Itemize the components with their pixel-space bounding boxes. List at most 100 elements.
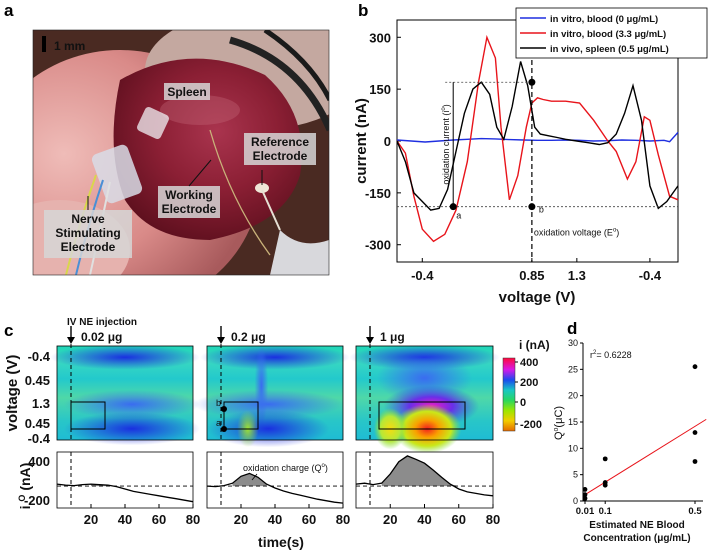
scatter-point [602, 456, 608, 462]
trace-0: 20 40 60 80 [56, 451, 200, 527]
trace-1: 20 40 60 80 [206, 451, 350, 527]
iv-injection-label: IV NE injection [67, 317, 137, 328]
label-nerve-stimulating-electrode: Nerve Stimulating Electrode [44, 196, 132, 258]
scatter-point [692, 430, 698, 435]
r-squared-label: r2= 0.6228 [590, 350, 632, 360]
trace-x-tick-label: 40 [417, 512, 431, 527]
integration-window-box [378, 401, 466, 430]
colorbar-tick-label: 0 [520, 397, 526, 409]
oxidation-charge-text: oxidation charge (Q [243, 463, 322, 473]
trace-x-tick-label: 20 [84, 512, 98, 527]
scale-bar-label: 1 mm [54, 39, 85, 53]
scatter-x-axis-label-line2: Concentration (μg/mL) [583, 533, 690, 544]
point-b [528, 203, 536, 211]
trace-line [206, 472, 344, 504]
trace-x-tick-label: 60 [302, 512, 316, 527]
heatmap-point-b [221, 406, 227, 412]
scatter-point [692, 459, 698, 464]
scatter-y-tick-label: 0 [573, 496, 578, 506]
oxidation-voltage-label: oxidation voltage (Eo) [534, 228, 619, 238]
svg-text:Nerve: Nerve [71, 212, 105, 226]
trace-x-axis-label: time(s) [258, 534, 304, 550]
oxidation-current-sup: o [441, 107, 447, 111]
svg-text:Working: Working [165, 188, 213, 202]
working-electrode-wire [209, 129, 271, 256]
label-spleen: Spleen [164, 83, 210, 100]
heatmap-point-a [221, 426, 227, 432]
trace-y-axis-label: i O (nA) [17, 463, 33, 510]
svg-text:Electrode: Electrode [61, 240, 116, 254]
x-tick-label: 0.85 [519, 268, 544, 283]
trace-x-tick-label: 60 [152, 512, 166, 527]
heatmap-y-tick-label: -0.4 [28, 349, 51, 364]
colorbar-title: i (nA) [519, 338, 550, 352]
down-arrow-icon [366, 337, 374, 344]
scatter-y-axis-symbol: Q [553, 431, 565, 440]
down-arrow-icon [217, 337, 225, 344]
heatmap-blob [50, 344, 200, 370]
colorbar-tick-label: 400 [520, 357, 538, 369]
series-line-2 [396, 61, 679, 211]
colorbar: i (nA) 400 200 0 -200 [502, 338, 550, 432]
heatmap-blob [63, 412, 200, 446]
cyclic-voltammogram-chart: 300 150 0 -150 -300 -0.4 0.85 1.3 -0.4 a b oxidat… [353, 7, 708, 306]
heatmap-y-tick-label: -0.4 [28, 431, 51, 446]
heatmap-blob [63, 389, 200, 419]
oxidation-voltage-text: oxidation voltage (E [534, 228, 613, 238]
scatter-y-tick-label: 5 [573, 470, 578, 480]
scatter-y-axis-superscript: o [553, 427, 560, 431]
heatmap-2 [349, 344, 500, 454]
trace-y-axis-superscript: O [17, 495, 27, 502]
scatter-x-tick-label: 0.1 [599, 506, 613, 517]
r-squared-symbol: r [590, 350, 593, 360]
heatmap-0 [50, 344, 200, 446]
oxidation-charge-area [381, 455, 468, 487]
trace-x-tick-label: 80 [186, 512, 200, 527]
series-line-0 [396, 131, 679, 143]
peak-point [528, 78, 536, 86]
scatter-y-tick-label: 25 [568, 364, 578, 374]
dose-label-1: 0.2 μg [231, 330, 266, 344]
heatmap-y-tick-label: 0.45 [25, 416, 50, 431]
panel-label-d: d [567, 319, 577, 338]
scatter-point [582, 487, 588, 492]
scatter-y-tick-label: 10 [568, 443, 578, 453]
integration-window-box [223, 401, 259, 430]
legend-entry-0: in vitro, blood (0 μg/mL) [550, 14, 658, 25]
trace-x-tick-label: 40 [118, 512, 132, 527]
dose-label-2: 1 μg [380, 330, 405, 344]
trace-2: 20 40 60 80 [355, 451, 500, 527]
legend-entry-2: in vivo, spleen (0.5 μg/mL) [550, 44, 669, 55]
trace-y-tick-label: -200 [24, 493, 50, 508]
down-arrow-icon [67, 337, 75, 344]
trace-x-tick-label: 60 [452, 512, 466, 527]
svg-text:Electrode: Electrode [253, 149, 308, 163]
series-line-1 [396, 34, 679, 243]
x-tick-label: 1.3 [568, 268, 586, 283]
heatmap-blob [207, 410, 330, 448]
scatter-x-axis-label-line1: Estimated NE Blood [589, 520, 685, 531]
trace-x-tick-label: 20 [383, 512, 397, 527]
heatmap-1 [193, 344, 350, 448]
trace-y-axis-symbol: i [17, 505, 33, 509]
oxidation-voltage-sup: o [613, 228, 617, 234]
point-b-label: b [539, 205, 544, 215]
svg-text:Stimulating: Stimulating [55, 226, 120, 240]
point-a [449, 203, 457, 211]
trace-x-tick-label: 20 [234, 512, 248, 527]
trace-line [355, 455, 494, 497]
trace-x-tick-label: 80 [336, 512, 350, 527]
oxidation-charge-sup: o [322, 463, 326, 469]
scatter-y-tick-label: 15 [568, 417, 578, 427]
scatter-point [692, 364, 698, 370]
x-tick-label: -0.4 [411, 268, 434, 283]
scatter-point [582, 492, 588, 498]
heatmap-y-tick-label: 0.45 [25, 373, 50, 388]
heatmap-point-b-label: b [216, 398, 221, 408]
y-tick-label: -150 [365, 186, 391, 201]
colorbar-tick-label: 200 [520, 377, 538, 389]
scatter-x-tick-label: 0.01 [576, 506, 595, 517]
colorbar-tick-label: -200 [520, 419, 542, 431]
scatter-point [582, 495, 588, 501]
